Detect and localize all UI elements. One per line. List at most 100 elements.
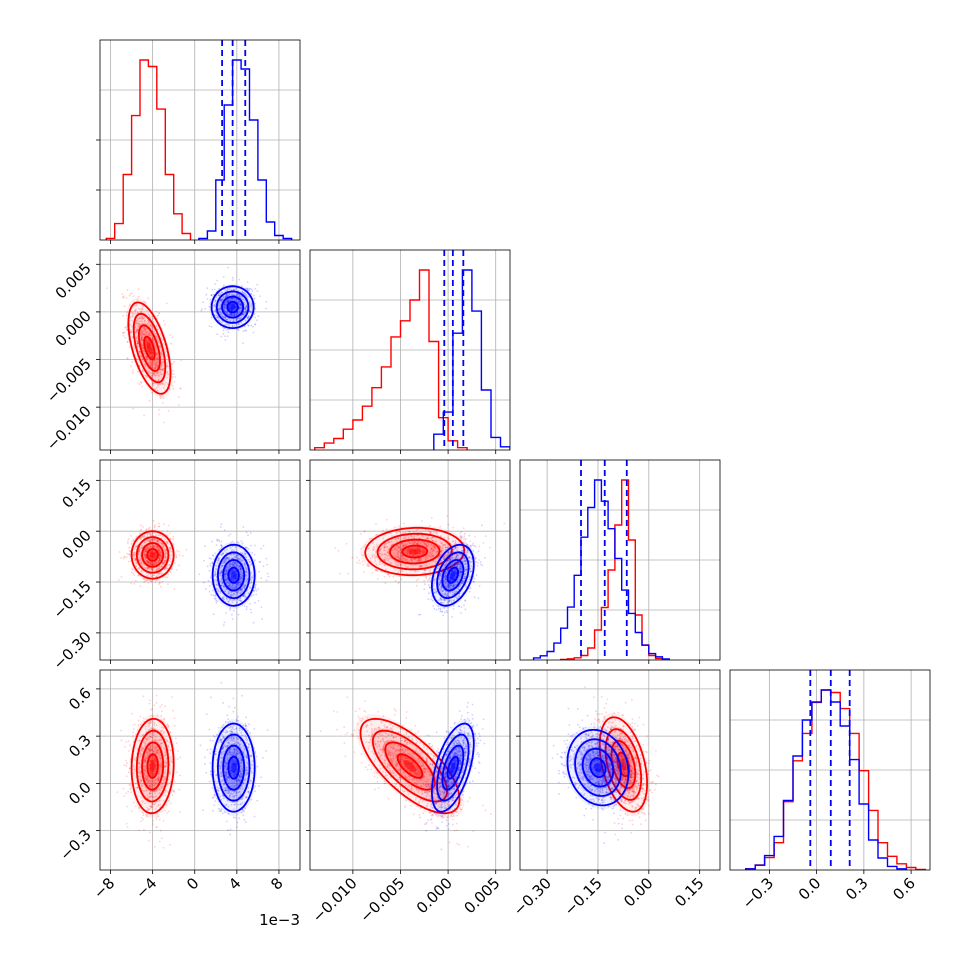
panel-content <box>314 250 510 450</box>
contour-line <box>446 566 460 584</box>
x-tick-label: 8 <box>267 874 286 893</box>
y-tick-label: 0.00 <box>58 526 94 562</box>
panel-frame <box>99 249 301 451</box>
density-fill <box>620 758 627 771</box>
contour-line <box>130 530 175 580</box>
y-tick-label: 0.15 <box>58 475 94 511</box>
y-tick-label: −0.15 <box>50 577 95 622</box>
panel-content <box>105 40 293 240</box>
density-fill <box>594 762 602 773</box>
x-tick-label: −4 <box>132 874 160 902</box>
contour-line <box>436 733 470 802</box>
contour-line <box>389 538 441 565</box>
contour-line <box>430 543 475 607</box>
contour-line <box>574 738 622 797</box>
density-fill <box>231 571 237 580</box>
blue-histogram-0 <box>198 59 293 240</box>
x-tick-label: 0.3 <box>842 874 872 904</box>
blue-histogram-1 <box>433 269 510 450</box>
density-fill <box>450 762 456 774</box>
x-tick-label: 0.005 <box>460 874 503 917</box>
contour-line <box>141 741 165 791</box>
contour-line <box>137 324 161 372</box>
panel-content <box>106 266 268 424</box>
y-tick-label: −0.3 <box>56 826 94 864</box>
panel-content <box>117 519 270 627</box>
contour-line <box>446 755 460 780</box>
contour-line <box>371 729 449 803</box>
panel-frame <box>519 669 721 871</box>
contour-line <box>211 722 256 813</box>
panel-content <box>532 460 670 660</box>
contour-line <box>215 290 250 324</box>
contour-line <box>222 559 246 592</box>
y-tick-label: −0.005 <box>43 355 95 407</box>
contour-line <box>598 716 649 813</box>
contour-line <box>130 718 175 815</box>
contour-line <box>135 729 170 803</box>
y-tick-label: 0.000 <box>52 307 95 350</box>
contour-line <box>146 753 159 779</box>
panel-frame <box>519 459 721 661</box>
contour-line <box>216 551 251 600</box>
blue-histogram-3 <box>745 689 908 870</box>
density-fill <box>403 760 417 772</box>
grid <box>100 670 300 870</box>
x-tick-label: −0.15 <box>561 874 606 919</box>
y-tick-label: 0.005 <box>52 259 95 302</box>
contour-line <box>396 753 424 779</box>
panel-1-1 <box>309 249 511 454</box>
contour-line <box>226 300 239 314</box>
x-tick-label: −8 <box>90 874 118 902</box>
density-fill <box>146 342 153 354</box>
y-tick-label: −0.30 <box>50 628 95 673</box>
panel-3-3 <box>729 669 931 874</box>
contour-line <box>210 285 255 330</box>
density-fill <box>408 548 421 555</box>
x-tick-label: 0.15 <box>671 874 707 910</box>
density-fill <box>150 760 156 772</box>
panel-frame <box>99 669 301 871</box>
contour-line <box>222 744 246 791</box>
x-tick-label: −0.005 <box>356 874 408 926</box>
contour-line <box>441 559 465 592</box>
panel-content <box>551 686 660 844</box>
contour-line <box>216 733 251 802</box>
blue-samples-3-0 <box>199 681 269 836</box>
contour-line <box>430 722 475 813</box>
density-fill <box>230 304 236 310</box>
x-tick-label: 0.00 <box>620 874 656 910</box>
panel-1-0 <box>96 249 301 454</box>
x-tick-label: −0.010 <box>309 874 361 926</box>
y-tick-label: 0.6 <box>65 684 95 714</box>
panel-frame <box>729 669 931 871</box>
panel-frame <box>309 459 511 661</box>
panel-3-0 <box>96 669 301 874</box>
contour-line <box>143 335 156 361</box>
x-tick-label: 0 <box>183 874 202 893</box>
panel-content <box>116 681 269 849</box>
contour-line <box>132 312 167 384</box>
panel-2-2 <box>519 459 721 664</box>
y-tick-label: −0.010 <box>43 402 95 454</box>
panel-3-2 <box>516 669 721 874</box>
grid <box>310 460 510 660</box>
contour-line <box>141 542 165 568</box>
contour-line <box>359 717 461 815</box>
panel-0-0 <box>96 39 301 244</box>
contour-line <box>221 295 245 319</box>
contour-line <box>376 532 453 571</box>
x-tick-label: 0.6 <box>889 874 919 904</box>
contour-line <box>227 566 240 584</box>
panel-3-1 <box>306 669 511 874</box>
panel-content <box>334 515 506 618</box>
density-fill <box>231 762 237 774</box>
contour-line <box>401 544 429 559</box>
contour-line <box>135 536 170 574</box>
red-histogram-2 <box>560 479 664 660</box>
contour-line <box>589 757 607 778</box>
contour-line <box>384 741 436 791</box>
density-fill <box>150 551 156 558</box>
contour-line <box>566 729 630 807</box>
